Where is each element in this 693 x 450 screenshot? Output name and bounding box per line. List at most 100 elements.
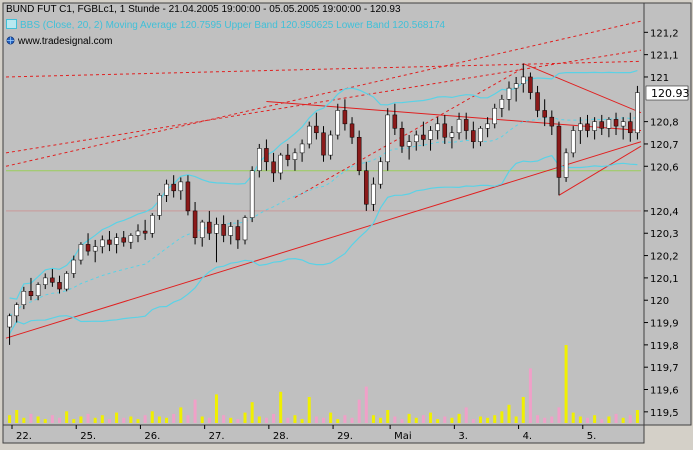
candle (192, 201, 198, 245)
candle (513, 76, 519, 102)
candle (528, 72, 533, 100)
candle-body (485, 123, 490, 129)
volume-bar (15, 410, 19, 423)
lower-band (9, 154, 638, 334)
source-link[interactable]: www.tradesignal.com (6, 36, 112, 47)
volume-bar (257, 416, 261, 423)
candle-body (606, 119, 612, 129)
volume-bar (29, 413, 33, 423)
x-tick-label: 22. (16, 431, 32, 442)
indicator-swatch-icon (6, 19, 17, 29)
candle (364, 161, 369, 211)
last-price-badge: 120.93 (645, 85, 690, 101)
candle (399, 121, 405, 153)
volume-bar (193, 399, 197, 423)
candle-body (620, 121, 626, 127)
y-tick-label: 119,7 (650, 363, 679, 374)
candle (578, 117, 583, 144)
candle (456, 112, 462, 140)
candle-body (285, 154, 291, 160)
candle-body (78, 244, 84, 261)
candle (114, 233, 119, 254)
volume-bar (357, 399, 361, 423)
candle (85, 233, 91, 256)
volume-bar (628, 415, 632, 423)
candle (235, 219, 241, 249)
candle-body (92, 246, 98, 252)
volume-bar (272, 413, 276, 423)
candle-body (314, 125, 319, 134)
upper-band (9, 70, 638, 300)
candle-body (157, 195, 162, 216)
candle (207, 210, 212, 240)
volume-bar (486, 417, 490, 423)
volume-bar (72, 419, 76, 423)
x-tick-label: 4. (523, 431, 533, 442)
volume-bar (478, 416, 482, 423)
candle-body (442, 123, 448, 138)
candle (7, 313, 12, 345)
candle (306, 121, 312, 149)
candle (485, 117, 490, 138)
candle (185, 175, 191, 216)
volume-bar (157, 416, 161, 423)
candle (421, 121, 426, 147)
candle-body (628, 121, 633, 134)
candle-body (492, 107, 497, 125)
candle-body (171, 183, 176, 192)
candle-body (563, 152, 569, 178)
candle-body (164, 183, 169, 196)
indicator-legend[interactable]: BBS (Close, 20, 2) Moving Average 120.75… (6, 19, 445, 31)
volume-bar (186, 415, 190, 423)
candle (378, 157, 383, 189)
candle-body (242, 217, 248, 241)
volume-bar (343, 415, 347, 423)
volume-bar (421, 415, 425, 423)
candle-body (235, 226, 241, 241)
candle-body (128, 235, 134, 243)
candle-body (192, 210, 198, 238)
candle-body (249, 170, 255, 218)
candle-body (278, 154, 283, 174)
candle (321, 126, 326, 162)
x-tick-label: 26. (144, 431, 160, 442)
candle-body (364, 170, 369, 205)
candle (157, 193, 162, 220)
candle-body (613, 119, 619, 127)
candle-body (635, 92, 640, 134)
candle (478, 126, 483, 147)
candle (242, 215, 248, 245)
candle (57, 275, 62, 294)
candle (142, 219, 148, 240)
candle (570, 126, 576, 158)
candle (107, 231, 112, 252)
candle (356, 130, 362, 176)
volume-bar (93, 417, 97, 423)
y-tick-label: 119,9 (650, 319, 679, 330)
candle (64, 271, 69, 292)
candle-body (264, 148, 269, 163)
volume-bar (179, 407, 183, 423)
volume-bar (143, 415, 147, 423)
volume-bar (371, 415, 375, 423)
y-tick-label: 119,8 (650, 341, 679, 352)
candle (214, 217, 219, 263)
candle-body (513, 83, 519, 89)
y-tick-label: 120,8 (650, 118, 679, 129)
volume-bar (336, 419, 340, 423)
y-tick-label: 120,2 (650, 252, 679, 263)
candle (506, 81, 512, 111)
volume-bar (429, 412, 433, 423)
volume-bar (314, 416, 318, 423)
candle-body (35, 284, 41, 297)
volume-bar (550, 416, 554, 423)
bollinger-bands (9, 70, 638, 334)
volume-bar (129, 416, 133, 423)
candle (613, 112, 619, 136)
candle-body (406, 141, 412, 147)
chart-title: BUND FUT C1, FGBLc1, 1 Stunde - 21.04.20… (6, 4, 401, 15)
candle (371, 177, 376, 211)
candle (406, 135, 412, 160)
candle-body (456, 119, 462, 134)
